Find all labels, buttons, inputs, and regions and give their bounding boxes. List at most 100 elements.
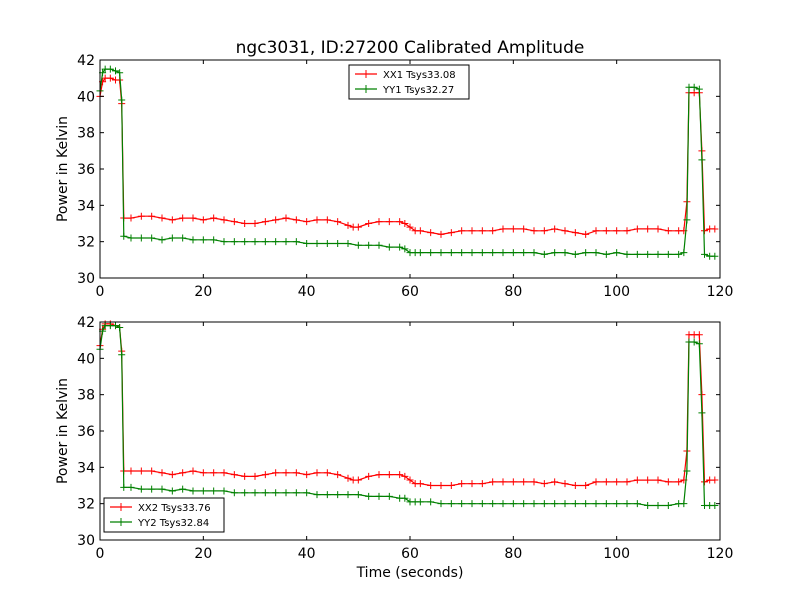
x-tick-label: 120 bbox=[707, 284, 734, 300]
data-point-marker bbox=[561, 249, 569, 257]
data-point-marker bbox=[633, 250, 641, 258]
y-tick-label: 36 bbox=[77, 424, 95, 440]
data-point-marker bbox=[401, 220, 409, 227]
data-point-marker bbox=[571, 229, 579, 237]
data-point-marker bbox=[272, 216, 280, 224]
data-point-marker bbox=[711, 252, 719, 260]
data-point-marker bbox=[189, 236, 197, 244]
data-point-marker bbox=[571, 500, 579, 508]
data-point-marker bbox=[571, 250, 579, 258]
data-point-marker bbox=[334, 218, 342, 226]
data-point-marker bbox=[199, 216, 207, 224]
data-point-marker bbox=[478, 227, 486, 235]
y-tick-label: 40 bbox=[77, 89, 95, 105]
data-point-marker bbox=[406, 223, 414, 231]
data-point-marker bbox=[499, 478, 507, 486]
data-point-marker bbox=[602, 250, 610, 258]
data-point-marker bbox=[261, 489, 269, 497]
data-point-marker bbox=[385, 243, 393, 251]
data-point-marker bbox=[654, 476, 662, 484]
data-point-marker bbox=[199, 469, 207, 477]
data-point-marker bbox=[613, 478, 621, 486]
y-tick-label: 42 bbox=[77, 53, 95, 69]
data-point-marker bbox=[313, 216, 321, 224]
data-point-marker bbox=[644, 225, 652, 233]
legend-box bbox=[103, 497, 225, 533]
data-point-marker bbox=[148, 485, 156, 493]
data-point-marker bbox=[509, 478, 517, 486]
y-tick-label: 32 bbox=[77, 497, 95, 513]
data-point-marker bbox=[683, 467, 691, 475]
data-point-marker bbox=[633, 476, 641, 484]
legend-box bbox=[348, 64, 470, 100]
y-tick-label: 34 bbox=[77, 198, 95, 214]
data-point-marker bbox=[251, 489, 259, 497]
x-tick-label: 60 bbox=[401, 546, 419, 562]
data-point-marker bbox=[375, 218, 383, 226]
data-point-marker bbox=[675, 250, 683, 258]
legend-marker bbox=[117, 503, 125, 511]
data-point-marker bbox=[540, 480, 548, 488]
data-point-marker bbox=[561, 480, 569, 488]
x-axis-label: Time (seconds) bbox=[356, 565, 464, 581]
data-point-marker bbox=[272, 469, 280, 477]
data-point-marker bbox=[602, 227, 610, 235]
data-point-marker bbox=[158, 214, 166, 222]
y-tick-label: 38 bbox=[77, 388, 95, 404]
legend-marker bbox=[362, 85, 370, 93]
data-point-marker bbox=[313, 469, 321, 477]
data-point-marker bbox=[396, 218, 404, 226]
data-point-marker bbox=[530, 227, 538, 235]
data-point-marker bbox=[354, 241, 362, 249]
data-point-marker bbox=[458, 480, 466, 488]
series-1-2 bbox=[96, 65, 719, 260]
data-point-marker bbox=[401, 245, 409, 253]
data-point-marker bbox=[427, 498, 435, 506]
y-tick-label: 38 bbox=[77, 126, 95, 142]
data-point-marker bbox=[168, 487, 176, 495]
data-point-marker bbox=[120, 483, 128, 491]
data-point-marker bbox=[365, 472, 373, 480]
data-point-marker bbox=[189, 467, 197, 475]
data-point-marker bbox=[592, 500, 600, 508]
data-point-marker bbox=[690, 338, 698, 346]
data-point-marker bbox=[654, 501, 662, 509]
y-tick-label: 32 bbox=[77, 235, 95, 251]
data-point-marker bbox=[695, 340, 703, 348]
data-point-marker bbox=[447, 229, 455, 237]
data-point-marker bbox=[530, 478, 538, 486]
data-point-marker bbox=[437, 500, 445, 508]
data-point-marker bbox=[427, 482, 435, 489]
data-point-marker bbox=[189, 214, 197, 222]
data-point-marker bbox=[137, 234, 145, 242]
y-tick-label: 34 bbox=[77, 460, 95, 476]
data-point-marker bbox=[179, 485, 187, 493]
data-point-marker bbox=[571, 482, 579, 489]
data-point-marker bbox=[437, 249, 445, 257]
data-point-marker bbox=[344, 474, 352, 482]
data-point-marker bbox=[199, 236, 207, 244]
data-point-marker bbox=[158, 485, 166, 493]
data-point-marker bbox=[427, 229, 435, 237]
data-point-marker bbox=[478, 249, 486, 257]
data-point-marker bbox=[623, 227, 631, 235]
data-point-marker bbox=[127, 234, 135, 242]
data-point-marker bbox=[602, 478, 610, 486]
data-point-marker bbox=[344, 221, 352, 229]
data-point-marker bbox=[199, 487, 207, 495]
data-point-marker bbox=[323, 469, 331, 477]
data-point-marker bbox=[416, 498, 424, 506]
data-point-marker bbox=[106, 65, 114, 73]
data-point-marker bbox=[401, 472, 409, 480]
data-point-marker bbox=[365, 492, 373, 500]
data-point-marker bbox=[118, 351, 126, 359]
data-point-marker bbox=[698, 391, 706, 399]
x-tick-label: 40 bbox=[298, 546, 316, 562]
legend: XX2 Tsys33.76 YY2 Tsys32.84 bbox=[103, 497, 225, 533]
data-point-marker bbox=[230, 489, 238, 497]
legend-label: YY1 Tsys32.27 bbox=[382, 85, 454, 96]
data-point-marker bbox=[313, 491, 321, 499]
data-point-marker bbox=[401, 494, 409, 502]
data-point-marker bbox=[158, 469, 166, 477]
data-point-marker bbox=[282, 489, 290, 497]
